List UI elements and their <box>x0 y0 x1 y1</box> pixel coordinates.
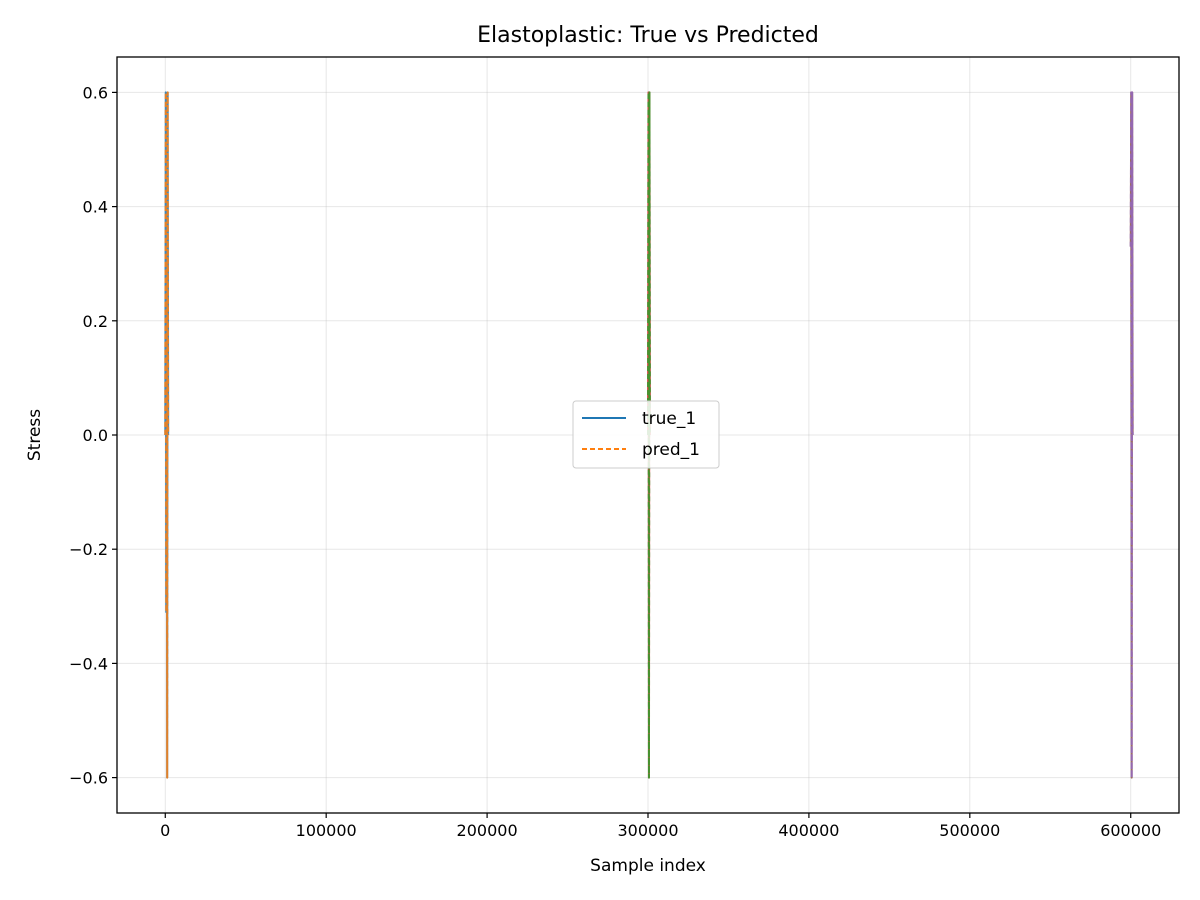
x-tick-label: 0 <box>160 821 170 840</box>
y-tick-label: 0.0 <box>83 426 108 445</box>
series-group <box>164 91 1134 779</box>
y-axis-ticks: −0.6 −0.4 −0.2 0.0 0.2 0.4 0.6 <box>69 83 117 788</box>
x-tick-label: 300000 <box>617 821 678 840</box>
y-tick-label: −0.6 <box>69 769 108 788</box>
series-line-trace-5 <box>1129 91 1134 779</box>
y-axis-label: Stress <box>25 409 45 461</box>
x-tick-label: 200000 <box>457 821 518 840</box>
y-tick-label: 0.2 <box>83 312 108 331</box>
legend-label: true_1 <box>642 409 696 429</box>
x-axis-ticks: 0 100000 200000 300000 400000 500000 600000 <box>160 813 1161 840</box>
y-tick-label: 0.4 <box>83 198 108 217</box>
y-tick-label: 0.6 <box>83 83 108 102</box>
chart-title: Elastoplastic: True vs Predicted <box>477 23 819 48</box>
series-line-pred_1 <box>164 91 170 779</box>
x-axis-label: Sample index <box>590 856 706 876</box>
legend: true_1 pred_1 <box>572 400 720 469</box>
x-tick-label: 500000 <box>939 821 1000 840</box>
x-tick-label: 400000 <box>778 821 839 840</box>
legend-label: pred_1 <box>642 440 700 460</box>
series-line-trace-3 <box>647 91 651 779</box>
x-tick-label: 100000 <box>296 821 357 840</box>
y-tick-label: −0.4 <box>69 654 108 673</box>
y-tick-label: −0.2 <box>69 540 108 559</box>
x-tick-label: 600000 <box>1100 821 1161 840</box>
